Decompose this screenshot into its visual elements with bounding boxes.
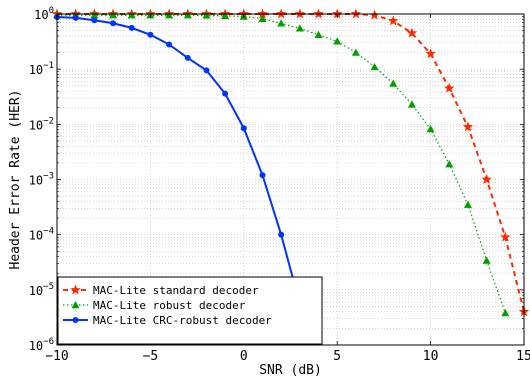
data-point-circle: [240, 125, 247, 132]
y-tick-label: 10−3: [29, 172, 54, 188]
y-axis-label: Header Error Rate (HER): [8, 89, 23, 269]
x-tick-label: −10: [45, 349, 68, 364]
series-line: [57, 14, 506, 314]
series-line: [56, 16, 301, 305]
data-point-triangle: [351, 48, 360, 56]
y-tick-label: 100: [34, 6, 54, 22]
data-point-circle: [110, 20, 117, 27]
x-tick-label: 0: [240, 349, 248, 364]
tick-layer: −10 −5 0 5 10 15 100 10−1 10−2 10−3 10−4 10−5 10−6: [29, 6, 530, 364]
data-point-triangle: [482, 256, 491, 264]
data-point-circle: [259, 172, 266, 179]
series-layer: [51, 8, 530, 317]
y-tick-label: 10−1: [29, 61, 54, 77]
data-point-star: [350, 8, 362, 19]
data-point-star: [425, 48, 436, 59]
x-tick-label: −5: [143, 349, 159, 364]
legend-label: MAC-Lite standard decoder: [93, 284, 259, 297]
series-triangle: [53, 11, 510, 317]
data-point-star: [369, 9, 380, 20]
data-point-triangle: [445, 160, 454, 168]
data-point-star: [500, 231, 511, 242]
y-tick-label: 10−5: [29, 282, 54, 298]
data-point-star: [481, 174, 492, 184]
y-tick-label: 10−2: [29, 116, 54, 132]
legend-box: [57, 276, 323, 345]
legend-label: MAC-Lite CRC-robust decoder: [93, 314, 272, 327]
data-point-triangle: [389, 79, 398, 87]
series-circle: [54, 14, 303, 308]
data-point-triangle: [370, 62, 379, 71]
y-tick-label: 10−6: [29, 337, 54, 353]
data-point-triangle: [333, 37, 342, 45]
data-point-circle: [203, 67, 210, 74]
data-point-circle: [72, 14, 79, 21]
data-point-triangle: [183, 11, 192, 19]
legend: MAC-Lite standard decoder MAC-Lite robust…: [57, 276, 323, 345]
data-point-star: [257, 8, 268, 19]
x-tick-label: 10: [423, 349, 439, 364]
y-tick-label: 10−4: [29, 227, 54, 243]
data-point-circle: [91, 17, 98, 24]
x-axis-label: SNR (dB): [259, 363, 322, 378]
x-tick-label: 15: [516, 349, 530, 364]
data-point-triangle: [463, 200, 472, 208]
legend-label: MAC-Lite robust decoder: [93, 299, 246, 312]
data-point-triangle: [407, 100, 416, 108]
data-point-triangle: [109, 11, 118, 19]
data-point-circle: [147, 31, 154, 38]
data-point-triangle: [501, 309, 510, 317]
data-point-star: [275, 8, 287, 19]
data-point-star: [388, 15, 399, 26]
data-point-star: [444, 82, 455, 93]
data-point-triangle: [258, 14, 267, 22]
data-point-triangle: [221, 11, 230, 19]
data-point-triangle: [165, 11, 174, 19]
grid: [57, 14, 524, 345]
data-point-triangle: [90, 11, 99, 19]
data-point-circle: [278, 231, 285, 238]
data-point-triangle: [426, 125, 435, 133]
data-point-triangle: [71, 301, 80, 309]
data-point-circle: [72, 317, 79, 323]
x-tick-label: 5: [333, 349, 341, 364]
data-point-triangle: [202, 11, 211, 19]
data-point-star: [294, 8, 306, 19]
data-point-triangle: [314, 30, 323, 38]
data-point-star: [313, 8, 324, 19]
data-point-circle: [128, 24, 135, 31]
data-point-star: [406, 27, 418, 38]
data-point-circle: [184, 54, 191, 61]
data-point-star: [70, 284, 81, 295]
data-point-circle: [222, 90, 229, 97]
data-point-star: [462, 121, 474, 132]
data-point-triangle: [295, 24, 304, 32]
data-point-circle: [166, 41, 173, 48]
data-point-star: [331, 8, 343, 19]
data-point-triangle: [277, 19, 286, 27]
data-point-triangle: [127, 11, 136, 19]
